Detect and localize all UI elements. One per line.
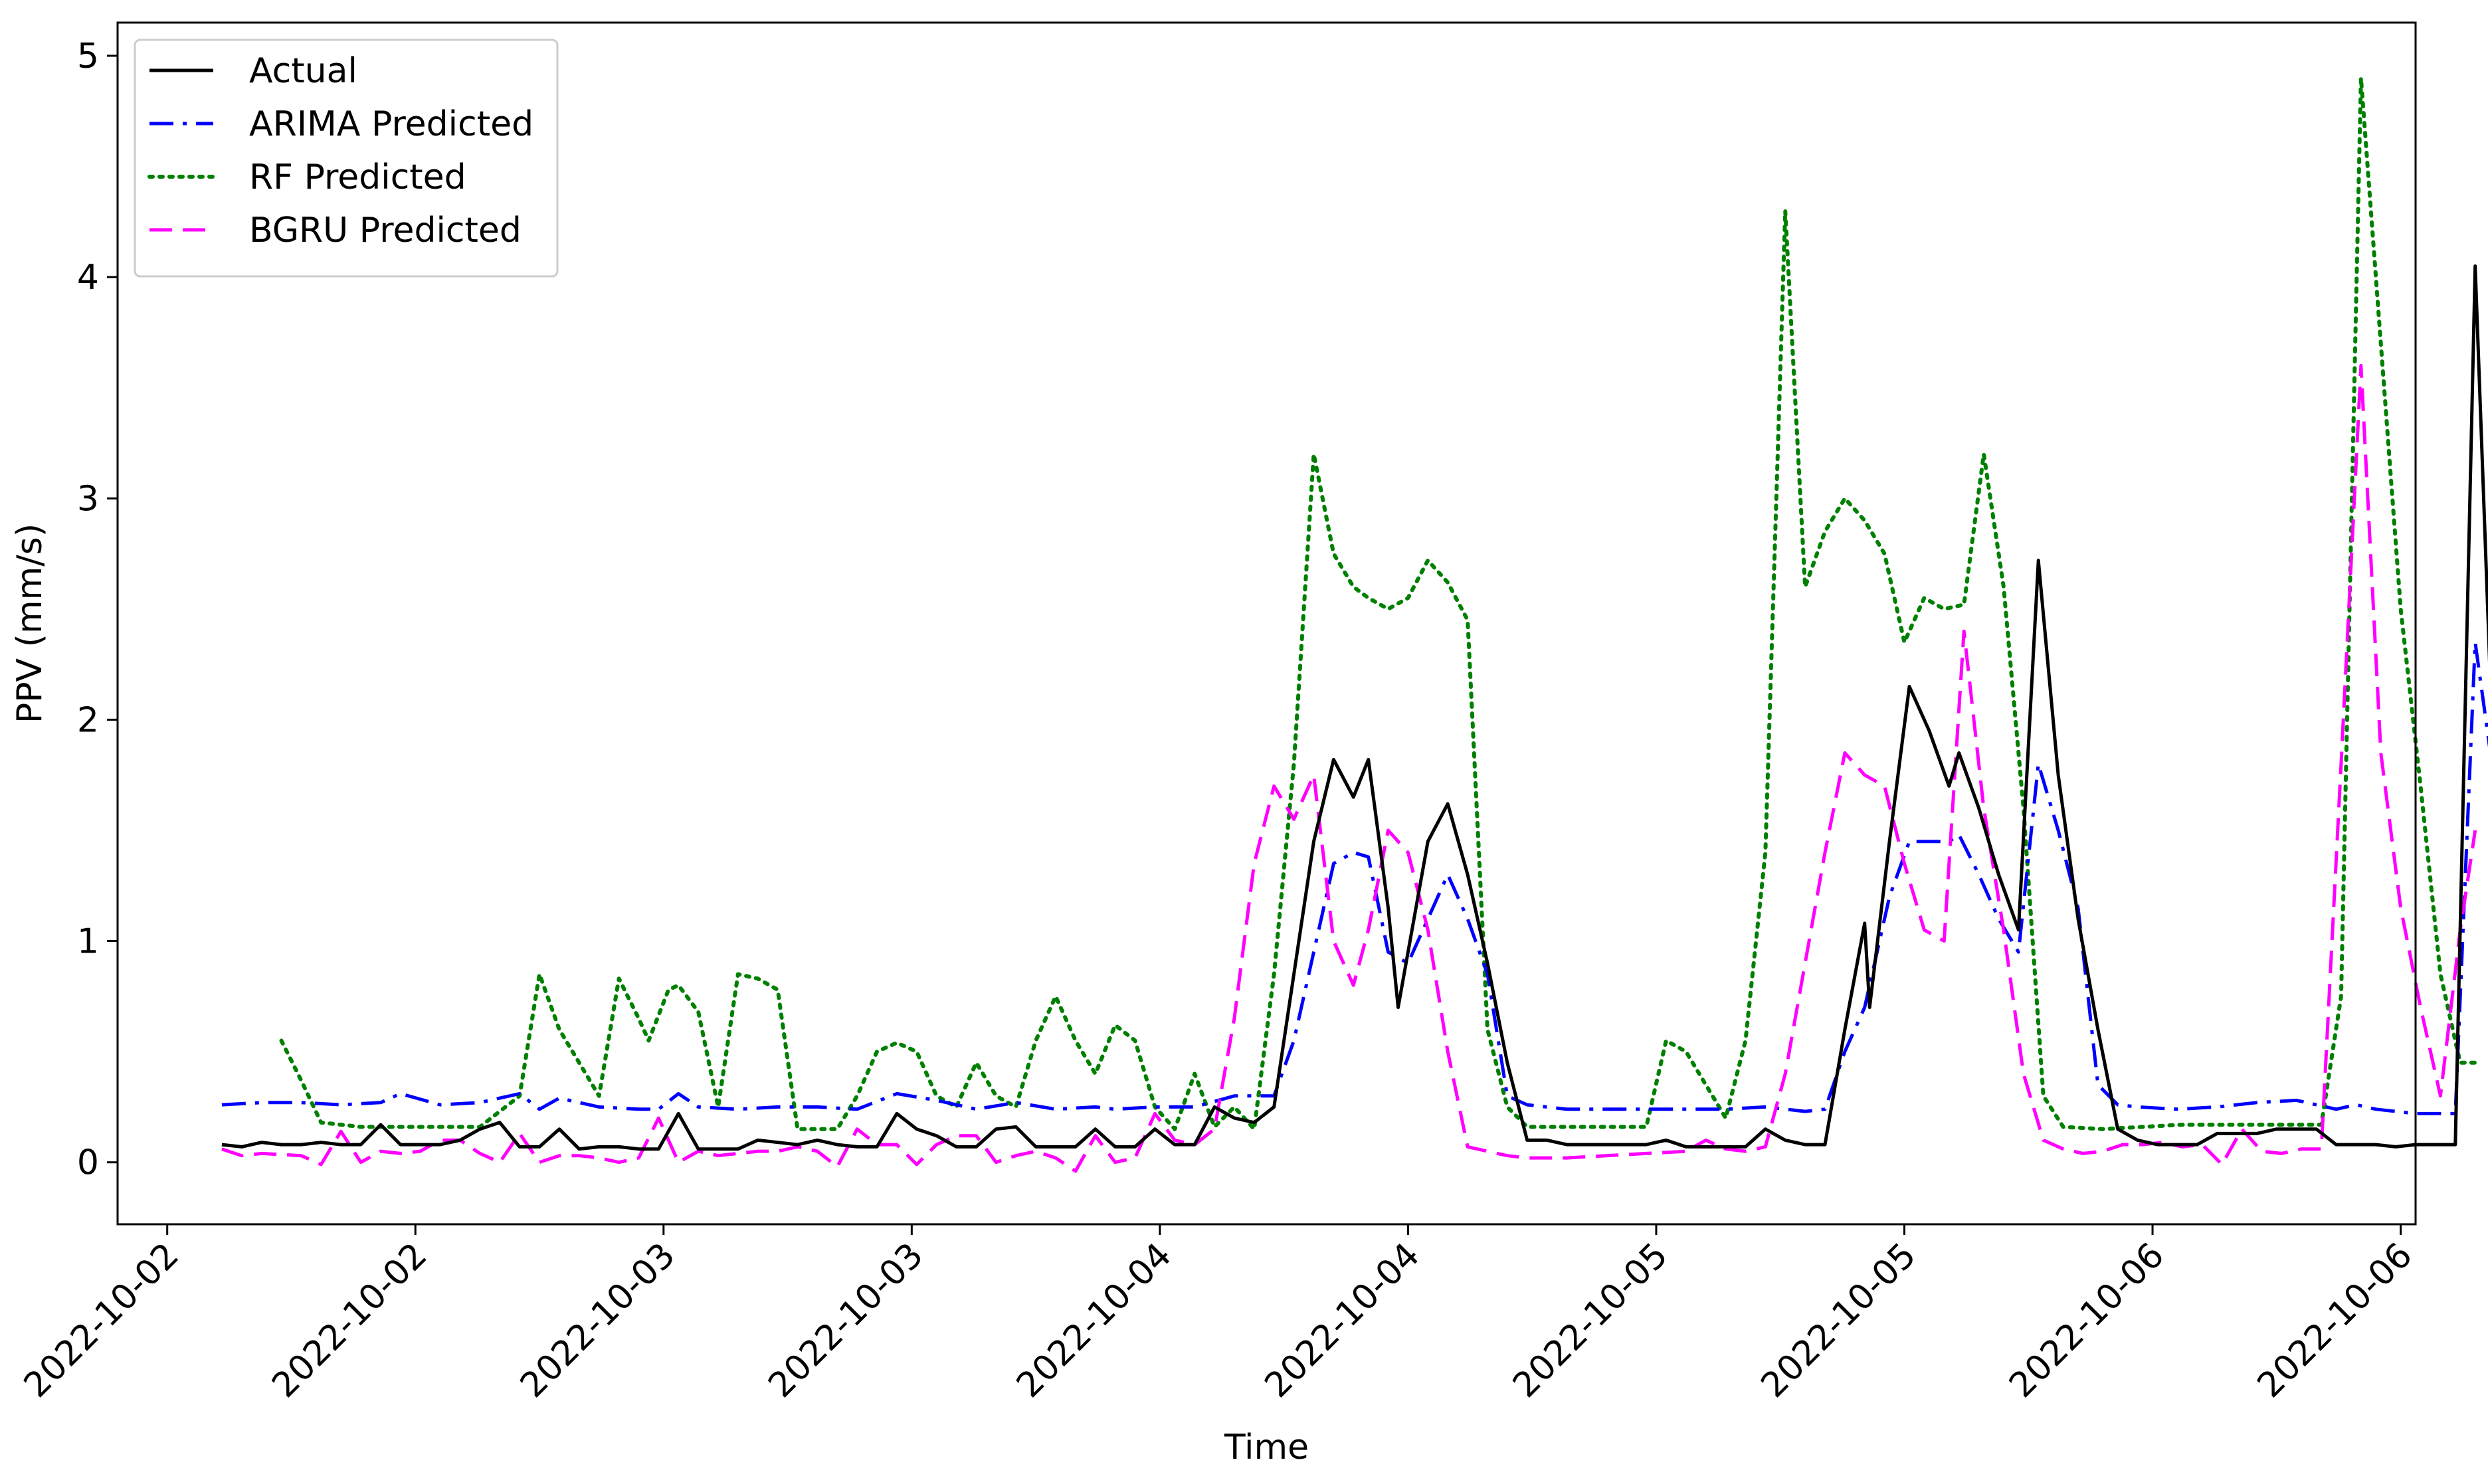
legend-label: BGRU Predicted xyxy=(249,211,522,250)
x-tick-label: 2022-10-02 xyxy=(264,1236,434,1406)
series-line-arima-predicted xyxy=(221,640,2488,1115)
series-line-actual xyxy=(221,264,2488,1151)
y-tick-label: 2 xyxy=(77,700,99,740)
series-lines xyxy=(221,76,2488,1173)
x-axis-title: Time xyxy=(1224,1428,1309,1467)
x-tick-label: 2022-10-05 xyxy=(1754,1236,1924,1406)
legend-box xyxy=(134,39,559,278)
plot-frame xyxy=(116,21,2417,1226)
legend-label: Actual xyxy=(249,51,357,91)
legend-label: ARIMA Predicted xyxy=(249,104,533,144)
legend-label: RF Predicted xyxy=(249,157,466,197)
y-tick-label: 4 xyxy=(77,258,99,298)
y-tick-label: 0 xyxy=(77,1143,99,1183)
y-tick-label: 5 xyxy=(77,37,99,76)
x-tick-label: 2022-10-05 xyxy=(1505,1236,1675,1406)
y-tick-label: 3 xyxy=(77,479,99,519)
series-line-rf-predicted xyxy=(279,76,2483,1131)
x-tick-label: 2022-10-02 xyxy=(17,1236,187,1406)
series-line-bgru-predicted xyxy=(221,363,2477,1173)
legend: Actual ARIMA Predicted RF Predicted BGRU Pr… xyxy=(134,39,559,278)
x-tick-label: 2022-10-03 xyxy=(761,1236,931,1406)
y-axis-title: PPV (mm/s) xyxy=(10,523,50,723)
x-tick-label: 2022-10-03 xyxy=(513,1236,683,1406)
x-tick-label: 2022-10-06 xyxy=(2250,1236,2420,1406)
x-tick-label: 2022-10-04 xyxy=(1009,1236,1179,1406)
y-tick-label: 1 xyxy=(77,922,99,962)
x-tick-label: 2022-10-06 xyxy=(2002,1236,2172,1406)
x-tick-label: 2022-10-04 xyxy=(1257,1236,1427,1406)
